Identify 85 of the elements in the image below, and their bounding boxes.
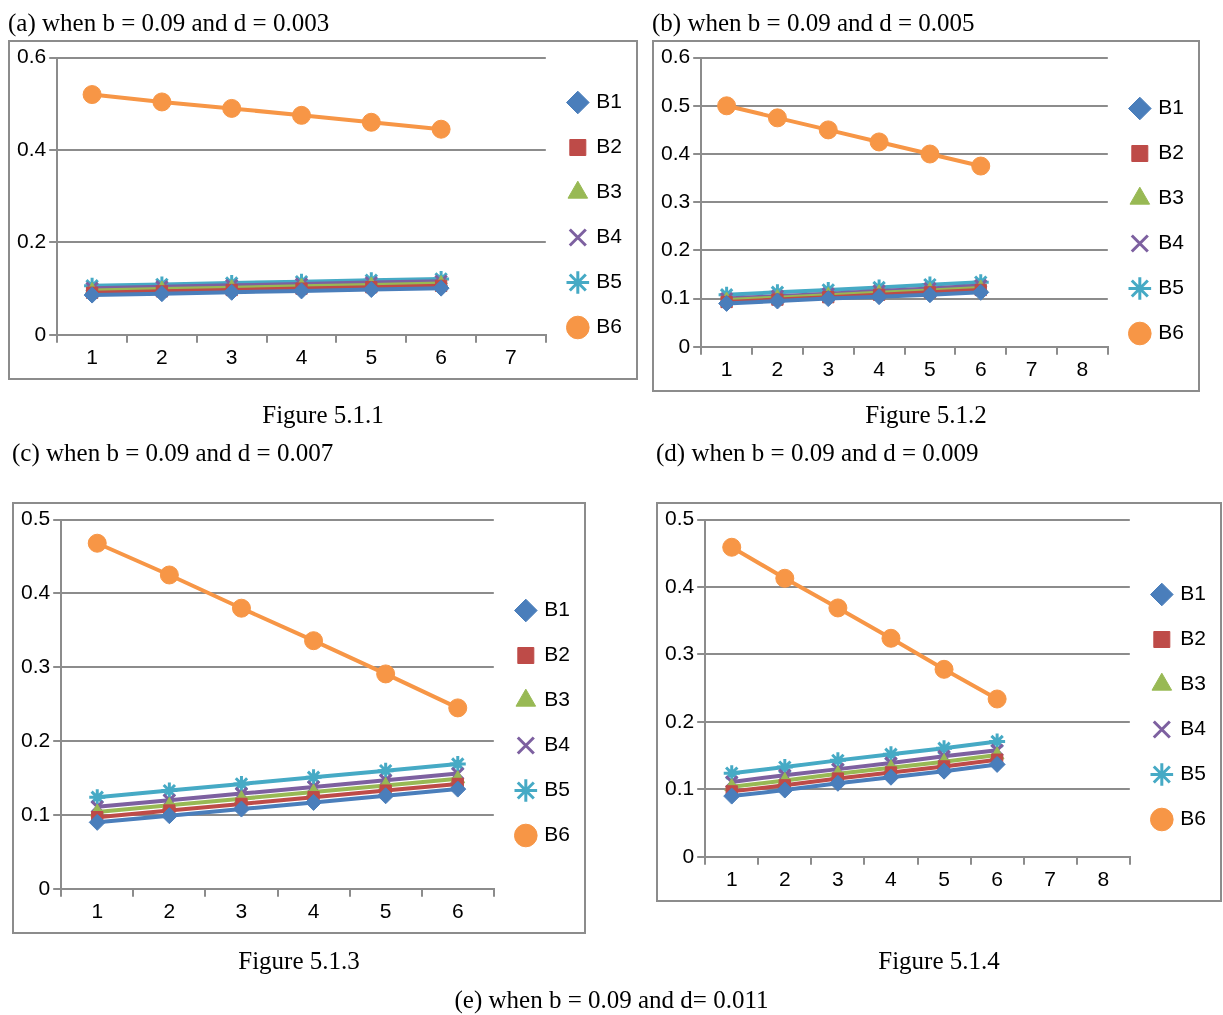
x-tick-label: 4 xyxy=(295,345,308,369)
legend-label: B2 xyxy=(544,642,570,666)
legend-label: B1 xyxy=(1158,95,1184,119)
y-tick-label: 0 xyxy=(38,875,51,899)
y-tick-label: 0.3 xyxy=(660,189,691,212)
legend-label: B5 xyxy=(1180,761,1206,785)
legend-label: B5 xyxy=(596,269,622,293)
x-tick-label: 3 xyxy=(235,899,248,923)
y-tick-label: 0.3 xyxy=(20,654,51,678)
legend-label: B6 xyxy=(596,314,622,338)
legend-label: B4 xyxy=(1158,230,1185,254)
y-tick-label: 0.3 xyxy=(664,641,695,665)
legend-label: B6 xyxy=(1158,320,1184,344)
y-tick-label: 0.5 xyxy=(660,92,691,116)
y-tick-label: 0.1 xyxy=(660,285,691,309)
legend-label: B4 xyxy=(1180,716,1207,740)
caption: Figure 5.1.3 xyxy=(237,946,361,976)
chart-title: (a) when b = 0.09 and d = 0.003 xyxy=(8,8,331,38)
legend-label: B2 xyxy=(1180,626,1206,650)
x-tick-label: 2 xyxy=(778,867,791,891)
legend-label: B3 xyxy=(596,179,622,203)
y-tick-label: 0.6 xyxy=(16,44,47,68)
legend-label: B1 xyxy=(596,89,622,113)
x-tick-label: 4 xyxy=(873,357,886,381)
legend-label: B2 xyxy=(596,134,622,158)
y-tick-label: 0.2 xyxy=(20,727,51,751)
y-tick-label: 0.6 xyxy=(660,44,691,68)
x-tick-label: 5 xyxy=(924,357,936,381)
x-tick-label: 5 xyxy=(365,345,378,369)
legend-label: B4 xyxy=(596,224,623,248)
x-tick-label: 3 xyxy=(832,867,844,891)
x-tick-label: 3 xyxy=(225,345,238,369)
y-tick-label: 0.4 xyxy=(20,580,51,604)
y-tick-label: 0.5 xyxy=(20,506,51,530)
y-tick-label: 0.2 xyxy=(664,708,695,732)
chart-title: (d) when b = 0.09 and d = 0.009 xyxy=(656,438,980,468)
x-tick-label: 4 xyxy=(307,899,320,923)
x-tick-label: 7 xyxy=(1025,357,1038,381)
legend-label: B2 xyxy=(1158,140,1184,164)
x-tick-label: 2 xyxy=(156,345,168,369)
x-tick-label: 2 xyxy=(163,899,176,923)
x-tick-label: 1 xyxy=(86,345,98,369)
legend-label: B5 xyxy=(544,777,570,801)
caption: Figure 5.1.1 xyxy=(261,400,385,430)
caption: Figure 5.1.2 xyxy=(864,400,988,430)
y-tick-label: 0 xyxy=(34,321,47,345)
x-tick-label: 6 xyxy=(974,357,987,381)
caption: Figure 5.1.4 xyxy=(877,946,1001,976)
x-tick-label: 3 xyxy=(822,357,835,381)
y-tick-label: 0.4 xyxy=(664,573,695,597)
y-tick-label: 0.4 xyxy=(660,140,691,164)
x-tick-label: 8 xyxy=(1097,867,1110,891)
x-tick-label: 2 xyxy=(771,357,784,381)
legend-label: B1 xyxy=(544,597,570,621)
chart-title: (c) when b = 0.09 and d = 0.007 xyxy=(12,438,335,468)
legend-label: B3 xyxy=(1180,671,1206,695)
x-tick-label: 1 xyxy=(725,867,738,891)
x-tick-label: 5 xyxy=(938,867,950,891)
legend-label: B6 xyxy=(544,822,570,846)
x-tick-label: 1 xyxy=(720,357,733,381)
legend-label: B5 xyxy=(1158,275,1184,299)
y-tick-label: 0 xyxy=(682,843,695,867)
x-tick-label: 7 xyxy=(1044,867,1057,891)
y-tick-label: 0 xyxy=(678,333,691,357)
y-tick-label: 0.4 xyxy=(16,136,47,160)
x-tick-label: 6 xyxy=(451,899,464,923)
x-tick-label: 6 xyxy=(435,345,447,369)
legend-label: B1 xyxy=(1180,581,1206,605)
x-tick-label: 5 xyxy=(379,899,392,923)
x-tick-label: 8 xyxy=(1076,357,1089,381)
legend-label: B3 xyxy=(1158,185,1184,209)
y-tick-label: 0.2 xyxy=(660,237,691,261)
chart-title: (b) when b = 0.09 and d = 0.005 xyxy=(652,8,976,38)
text: (e) when b = 0.09 and d= 0.011 xyxy=(453,985,770,1015)
y-tick-label: 0.1 xyxy=(20,801,51,825)
y-tick-label: 0.1 xyxy=(664,776,695,800)
y-tick-label: 0.2 xyxy=(16,229,47,253)
x-tick-label: 6 xyxy=(991,867,1003,891)
legend-label: B6 xyxy=(1180,806,1206,830)
x-tick-label: 4 xyxy=(885,867,898,891)
x-tick-label: 7 xyxy=(505,345,517,369)
legend-label: B3 xyxy=(544,687,570,711)
y-tick-label: 0.5 xyxy=(664,506,695,530)
legend-label: B4 xyxy=(544,732,571,756)
x-tick-label: 1 xyxy=(91,899,104,923)
